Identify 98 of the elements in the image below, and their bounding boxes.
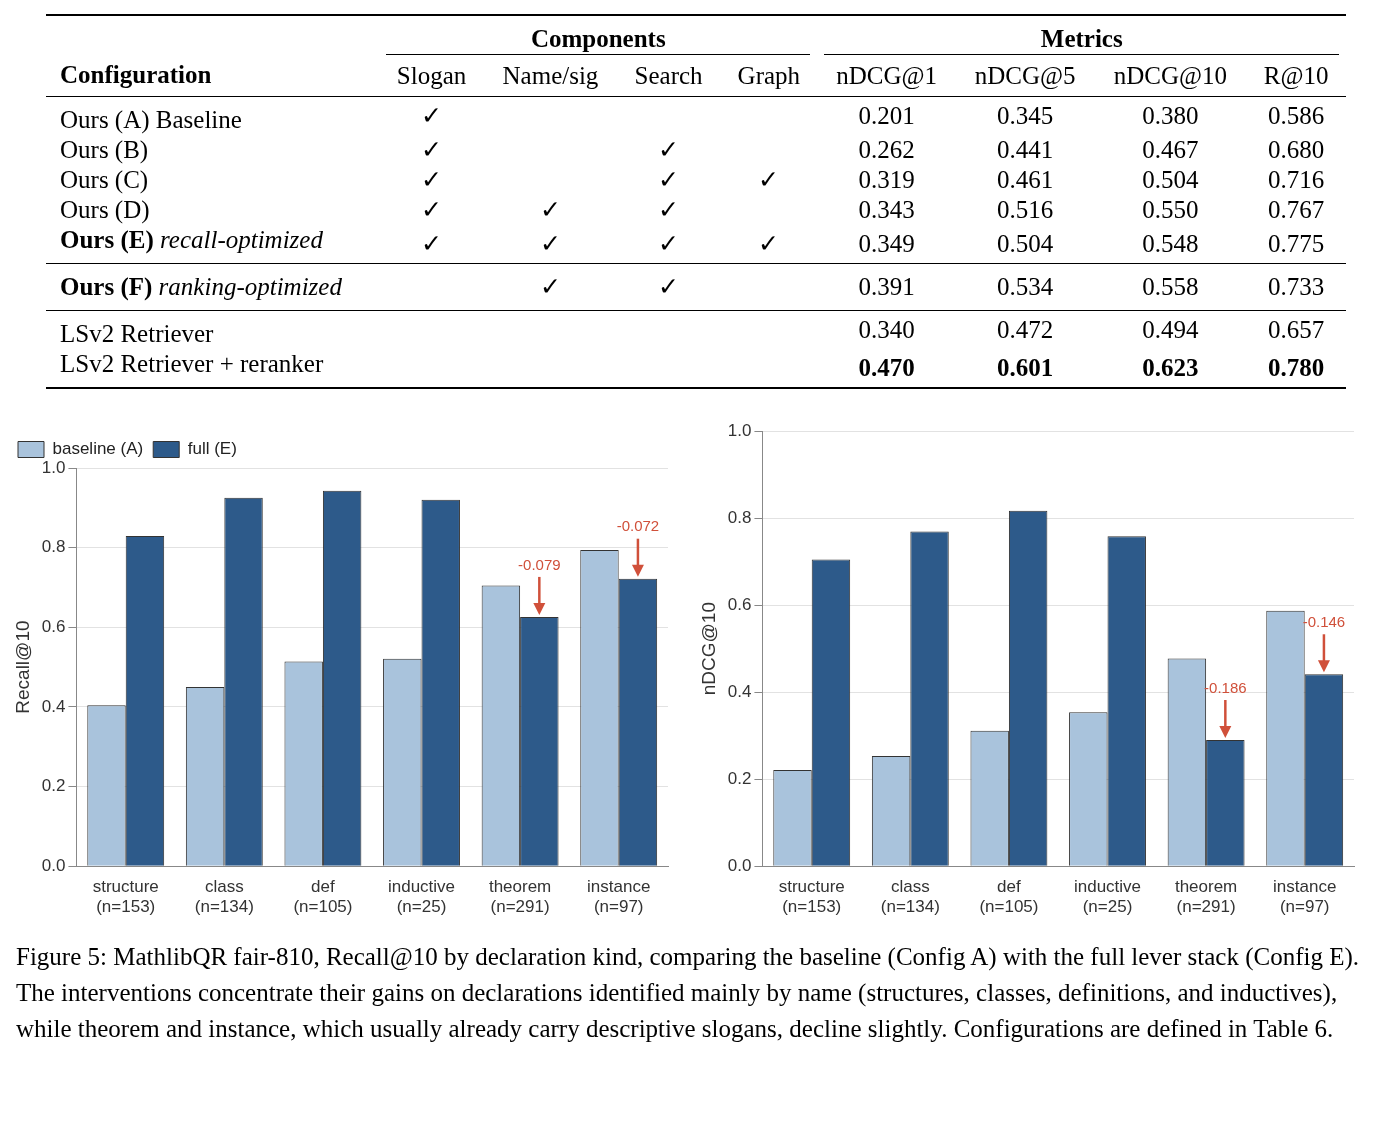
data-label: 0.657 xyxy=(1267,315,1326,345)
text: Slogan xyxy=(395,61,468,91)
x-tick-label: theorem (n=291) xyxy=(488,877,552,917)
text: Graph xyxy=(736,61,802,91)
y-tick-label: 0.2 xyxy=(41,776,66,796)
data-label: 0.716 xyxy=(1267,165,1326,195)
data-label: 0.345 xyxy=(996,101,1055,131)
data-label: 0.767 xyxy=(1267,195,1326,225)
y-tick-label: 1.0 xyxy=(727,420,752,440)
data-label: ✓ xyxy=(420,135,444,165)
text: Name/sig xyxy=(501,61,600,91)
y-tick-label: 0.0 xyxy=(41,855,66,875)
data-label: 0.516 xyxy=(996,195,1055,225)
x-tick-label: structure (n=153) xyxy=(778,877,845,917)
y-tick-label: 0.8 xyxy=(727,507,752,527)
x-tick-label: instance (n=97) xyxy=(1273,877,1337,917)
text: Configuration xyxy=(59,60,213,90)
text: R@10 xyxy=(1262,61,1330,91)
data-label: 0.349 xyxy=(857,229,916,259)
x-tick-label: def (n=105) xyxy=(979,877,1039,917)
category-label: Ours (A) Baseline xyxy=(60,106,242,133)
x-tick-label: inductive (n=25) xyxy=(1073,877,1142,917)
data-label: 0.680 xyxy=(1267,135,1326,165)
annotation: -0.146 xyxy=(1302,612,1346,630)
data-label: 0.550 xyxy=(1141,195,1200,225)
data-label: ✓ xyxy=(538,272,562,302)
category-label: Ours (C) xyxy=(60,166,149,193)
text: Search xyxy=(633,61,704,91)
x-tick-label: def (n=105) xyxy=(293,877,353,917)
y-axis-title: nDCG@10 xyxy=(697,601,719,696)
data-label: 0.343 xyxy=(857,195,916,225)
data-label: ✓ xyxy=(420,195,444,225)
annotation: -0.072 xyxy=(616,517,660,535)
text: nDCG@10 xyxy=(1112,61,1228,91)
data-label: ✓ xyxy=(420,101,444,131)
data-label: ✓ xyxy=(420,229,444,259)
data-label: ✓ xyxy=(420,165,444,195)
data-label: 0.461 xyxy=(996,165,1055,195)
data-label: 0.380 xyxy=(1141,101,1200,131)
data-label: 0.319 xyxy=(857,165,916,195)
data-label: 0.340 xyxy=(857,315,916,345)
y-tick-label: 0.4 xyxy=(727,681,752,701)
data-label: ✓ xyxy=(657,195,681,225)
text: Metrics xyxy=(824,24,1339,55)
category-label: Ours (B) xyxy=(60,136,149,163)
text: nDCG@5 xyxy=(973,61,1077,91)
data-label: 0.262 xyxy=(857,135,916,165)
data-label: 0.504 xyxy=(1141,165,1200,195)
data-label: ✓ xyxy=(657,165,681,195)
data-label: ✓ xyxy=(538,195,562,225)
y-axis-title: Recall@10 xyxy=(11,620,33,714)
data-label: 0.201 xyxy=(857,101,916,131)
category-label: LSv2 Retriever + reranker xyxy=(60,350,324,377)
x-tick-label: theorem (n=291) xyxy=(1174,877,1238,917)
y-tick-label: 0.2 xyxy=(727,768,752,788)
caption: Figure 5: MathlibQR fair-810, Recall@10 by declaration kind, comparing the baseline (Config A) with the full lever stack (Config E). The interventions concentrate their gains on declarations identified mainly by name (structures, classes, definitions, and inductives), while theorem and instance, which usually already carry descriptive slogans, decline slightly. Configurations are defined in Table 6. xyxy=(16,942,1361,1044)
category-label: Ours (D) xyxy=(60,196,150,223)
data-label: 0.548 xyxy=(1141,229,1200,259)
data-label: 0.534 xyxy=(996,272,1055,302)
annotation: -0.079 xyxy=(518,555,561,573)
legend-label: baseline (A) xyxy=(52,439,144,459)
data-label: 0.733 xyxy=(1267,272,1326,302)
data-label: ✓ xyxy=(538,229,562,259)
data-label: 0.775 xyxy=(1267,229,1326,259)
x-tick-label: inductive (n=25) xyxy=(387,877,456,917)
data-label: 0.586 xyxy=(1267,101,1326,131)
data-label: 0.441 xyxy=(996,135,1055,165)
data-label: ✓ xyxy=(657,229,681,259)
data-label: 0.601 xyxy=(996,353,1055,383)
data-label: 0.558 xyxy=(1141,272,1200,302)
y-tick-label: 0.8 xyxy=(41,537,66,557)
y-tick-label: 0.0 xyxy=(727,855,752,875)
data-label: 0.623 xyxy=(1141,353,1200,383)
data-label: 0.504 xyxy=(996,229,1055,259)
category-label: LSv2 Retriever xyxy=(60,320,214,347)
data-label: 0.472 xyxy=(996,315,1055,345)
legend-label: full (E) xyxy=(187,439,237,459)
y-tick-label: 0.6 xyxy=(727,594,752,614)
x-tick-label: class (n=134) xyxy=(194,877,254,917)
data-label: ✓ xyxy=(757,165,781,195)
y-tick-label: 0.4 xyxy=(41,696,66,716)
data-label: 0.467 xyxy=(1141,135,1200,165)
category-label: Ours (F) ranking-optimized xyxy=(60,273,342,300)
data-label: 0.470 xyxy=(857,353,916,383)
data-label: ✓ xyxy=(657,135,681,165)
data-label: 0.494 xyxy=(1141,315,1200,345)
text: nDCG@1 xyxy=(835,61,939,91)
y-tick-label: 1.0 xyxy=(41,457,66,477)
x-tick-label: class (n=134) xyxy=(880,877,940,917)
x-tick-label: structure (n=153) xyxy=(92,877,159,917)
data-label: ✓ xyxy=(757,229,781,259)
text: Components xyxy=(386,24,811,55)
data-label: 0.391 xyxy=(857,272,916,302)
y-tick-label: 0.6 xyxy=(41,616,66,636)
x-tick-label: instance (n=97) xyxy=(587,877,651,917)
data-label: 0.780 xyxy=(1267,353,1326,383)
data-label: ✓ xyxy=(657,272,681,302)
category-label: Ours (E) recall-optimized xyxy=(60,226,323,253)
